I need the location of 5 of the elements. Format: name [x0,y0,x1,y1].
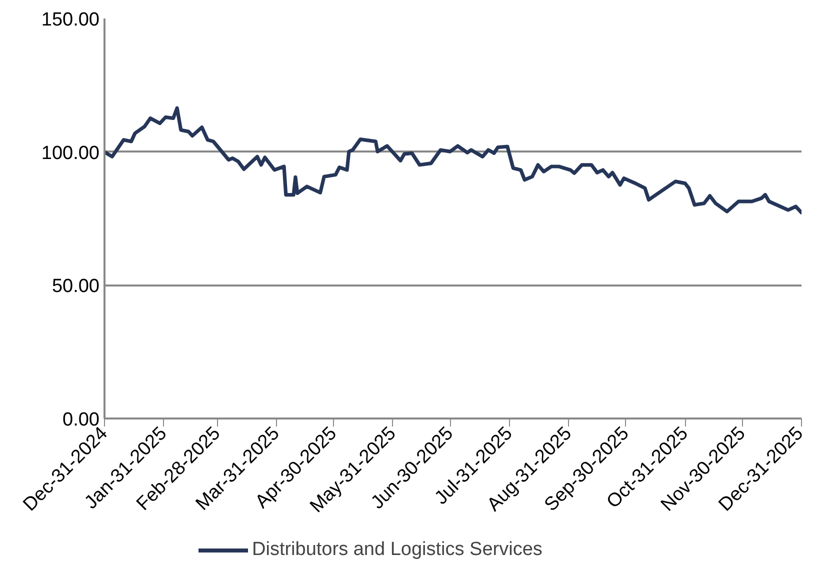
legend-label: Distributors and Logistics Services [252,539,542,561]
line-series [104,106,802,214]
y-tick-label: 100.00 [41,142,100,164]
y-tick-label: 150.00 [41,10,100,30]
y-tick-label: 50.00 [52,276,100,298]
